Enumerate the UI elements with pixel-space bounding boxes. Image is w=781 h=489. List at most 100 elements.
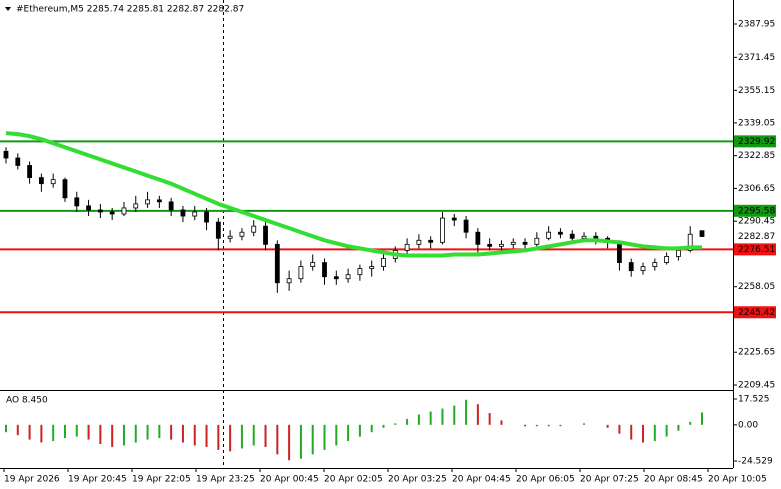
candle-body bbox=[251, 225, 257, 233]
candle-body bbox=[510, 241, 516, 245]
price-label: 2295.58 bbox=[738, 206, 775, 216]
y-tick-label: 2258.05 bbox=[738, 282, 775, 292]
candle-body bbox=[286, 278, 292, 284]
price-label-bg bbox=[734, 204, 776, 217]
candle-body bbox=[357, 268, 363, 276]
y-tick-label: 2209.45 bbox=[738, 381, 775, 391]
candle-body bbox=[74, 197, 80, 207]
y-tick-label: 2322.85 bbox=[738, 151, 775, 161]
candle-body bbox=[487, 243, 493, 247]
candle-body bbox=[239, 231, 245, 237]
candle-body bbox=[62, 179, 68, 199]
candle-body bbox=[27, 165, 32, 179]
y-tick-label: 2371.45 bbox=[738, 53, 775, 63]
candle-body bbox=[156, 199, 162, 203]
y-tick-label: 2225.65 bbox=[738, 348, 775, 358]
candle-body bbox=[416, 239, 422, 245]
chart-title: #Ethereum,M5 2285.74 2285.81 2282.87 228… bbox=[16, 5, 244, 15]
candle-body bbox=[652, 262, 658, 267]
x-tick-label: 20 Apr 04:45 bbox=[452, 475, 511, 485]
indicator-tick-label: -24.529 bbox=[738, 456, 773, 466]
candle-body bbox=[522, 241, 528, 245]
candle-body bbox=[333, 276, 339, 280]
menu-triangle bbox=[5, 7, 11, 11]
y-tick-label: 2339.05 bbox=[738, 118, 775, 128]
x-tick-label: 19 Apr 2026 bbox=[4, 475, 60, 485]
candle-body bbox=[617, 241, 622, 263]
x-tick-label: 20 Apr 08:45 bbox=[644, 475, 703, 485]
x-tick-label: 19 Apr 23:25 bbox=[196, 475, 255, 485]
y-tick-label: 2306.65 bbox=[738, 184, 775, 194]
price-label: 2329.92 bbox=[738, 137, 775, 147]
x-tick-label: 19 Apr 20:45 bbox=[68, 475, 127, 485]
candle-body bbox=[263, 225, 268, 245]
candle-body bbox=[676, 250, 681, 257]
candle-body bbox=[664, 256, 670, 263]
candle-body bbox=[687, 233, 693, 251]
indicator-tick-label: 17.525 bbox=[738, 394, 770, 404]
y-tick-label: 2387.95 bbox=[738, 20, 775, 30]
indicator-title: AO 8.450 bbox=[6, 396, 48, 406]
candle-body bbox=[593, 235, 599, 239]
candle-body bbox=[310, 262, 316, 267]
candle-body bbox=[569, 233, 575, 239]
x-tick-label: 20 Apr 00:45 bbox=[260, 475, 319, 485]
x-tick-label: 20 Apr 06:05 bbox=[516, 475, 575, 485]
x-tick-label: 20 Apr 02:05 bbox=[324, 475, 383, 485]
candle-body bbox=[699, 230, 705, 237]
candle-body bbox=[86, 205, 91, 211]
candle-body bbox=[322, 262, 327, 278]
candle-body bbox=[428, 239, 434, 243]
candle-body bbox=[192, 211, 198, 217]
candle-body bbox=[227, 235, 233, 239]
candle-body bbox=[451, 217, 457, 221]
candle-body bbox=[381, 258, 386, 267]
candle-body bbox=[534, 237, 540, 245]
candle-body bbox=[133, 203, 139, 209]
candle-body bbox=[3, 150, 9, 159]
candle-body bbox=[404, 243, 410, 251]
y-tick-label: 2290.45 bbox=[738, 217, 775, 227]
price-label-bg bbox=[734, 230, 776, 243]
indicator-tick-label: 0.00 bbox=[738, 420, 758, 430]
candle-body bbox=[369, 266, 375, 270]
candle-body bbox=[345, 274, 351, 280]
price-label-bg bbox=[734, 306, 776, 319]
candle-body bbox=[121, 207, 127, 215]
candle-body bbox=[204, 211, 209, 223]
candle-body bbox=[628, 262, 634, 272]
candle-body bbox=[499, 243, 504, 247]
candle-body bbox=[38, 177, 44, 185]
moving-average bbox=[5, 131, 702, 258]
candle-body bbox=[463, 219, 469, 233]
candle-body bbox=[97, 209, 103, 213]
x-tick-label: 20 Apr 10:05 bbox=[708, 475, 767, 485]
candle-body bbox=[145, 199, 150, 205]
candle-body bbox=[475, 231, 481, 245]
candle-body bbox=[15, 157, 21, 166]
x-tick-label: 19 Apr 22:05 bbox=[132, 475, 191, 485]
candle-body bbox=[50, 179, 56, 185]
candle-body bbox=[558, 231, 563, 235]
price-label: 2276.51 bbox=[738, 245, 775, 255]
candle-body bbox=[298, 266, 304, 280]
candle-body bbox=[274, 243, 280, 284]
candle-body bbox=[180, 209, 186, 217]
candle-body bbox=[546, 231, 552, 239]
y-tick-label: 2355.15 bbox=[738, 86, 775, 96]
candle-body bbox=[109, 211, 115, 215]
candle-body bbox=[440, 217, 445, 243]
price-label-bg bbox=[734, 243, 776, 256]
x-tick-label: 20 Apr 07:25 bbox=[580, 475, 639, 485]
candle-body bbox=[640, 266, 646, 272]
price-label-bg bbox=[734, 135, 776, 148]
price-label: 2245.42 bbox=[738, 308, 775, 318]
candle-body bbox=[168, 201, 174, 211]
x-tick-label: 20 Apr 03:25 bbox=[388, 475, 447, 485]
candle-body bbox=[215, 221, 221, 239]
price-label: 2282.87 bbox=[738, 232, 775, 242]
candle-body bbox=[581, 235, 587, 239]
